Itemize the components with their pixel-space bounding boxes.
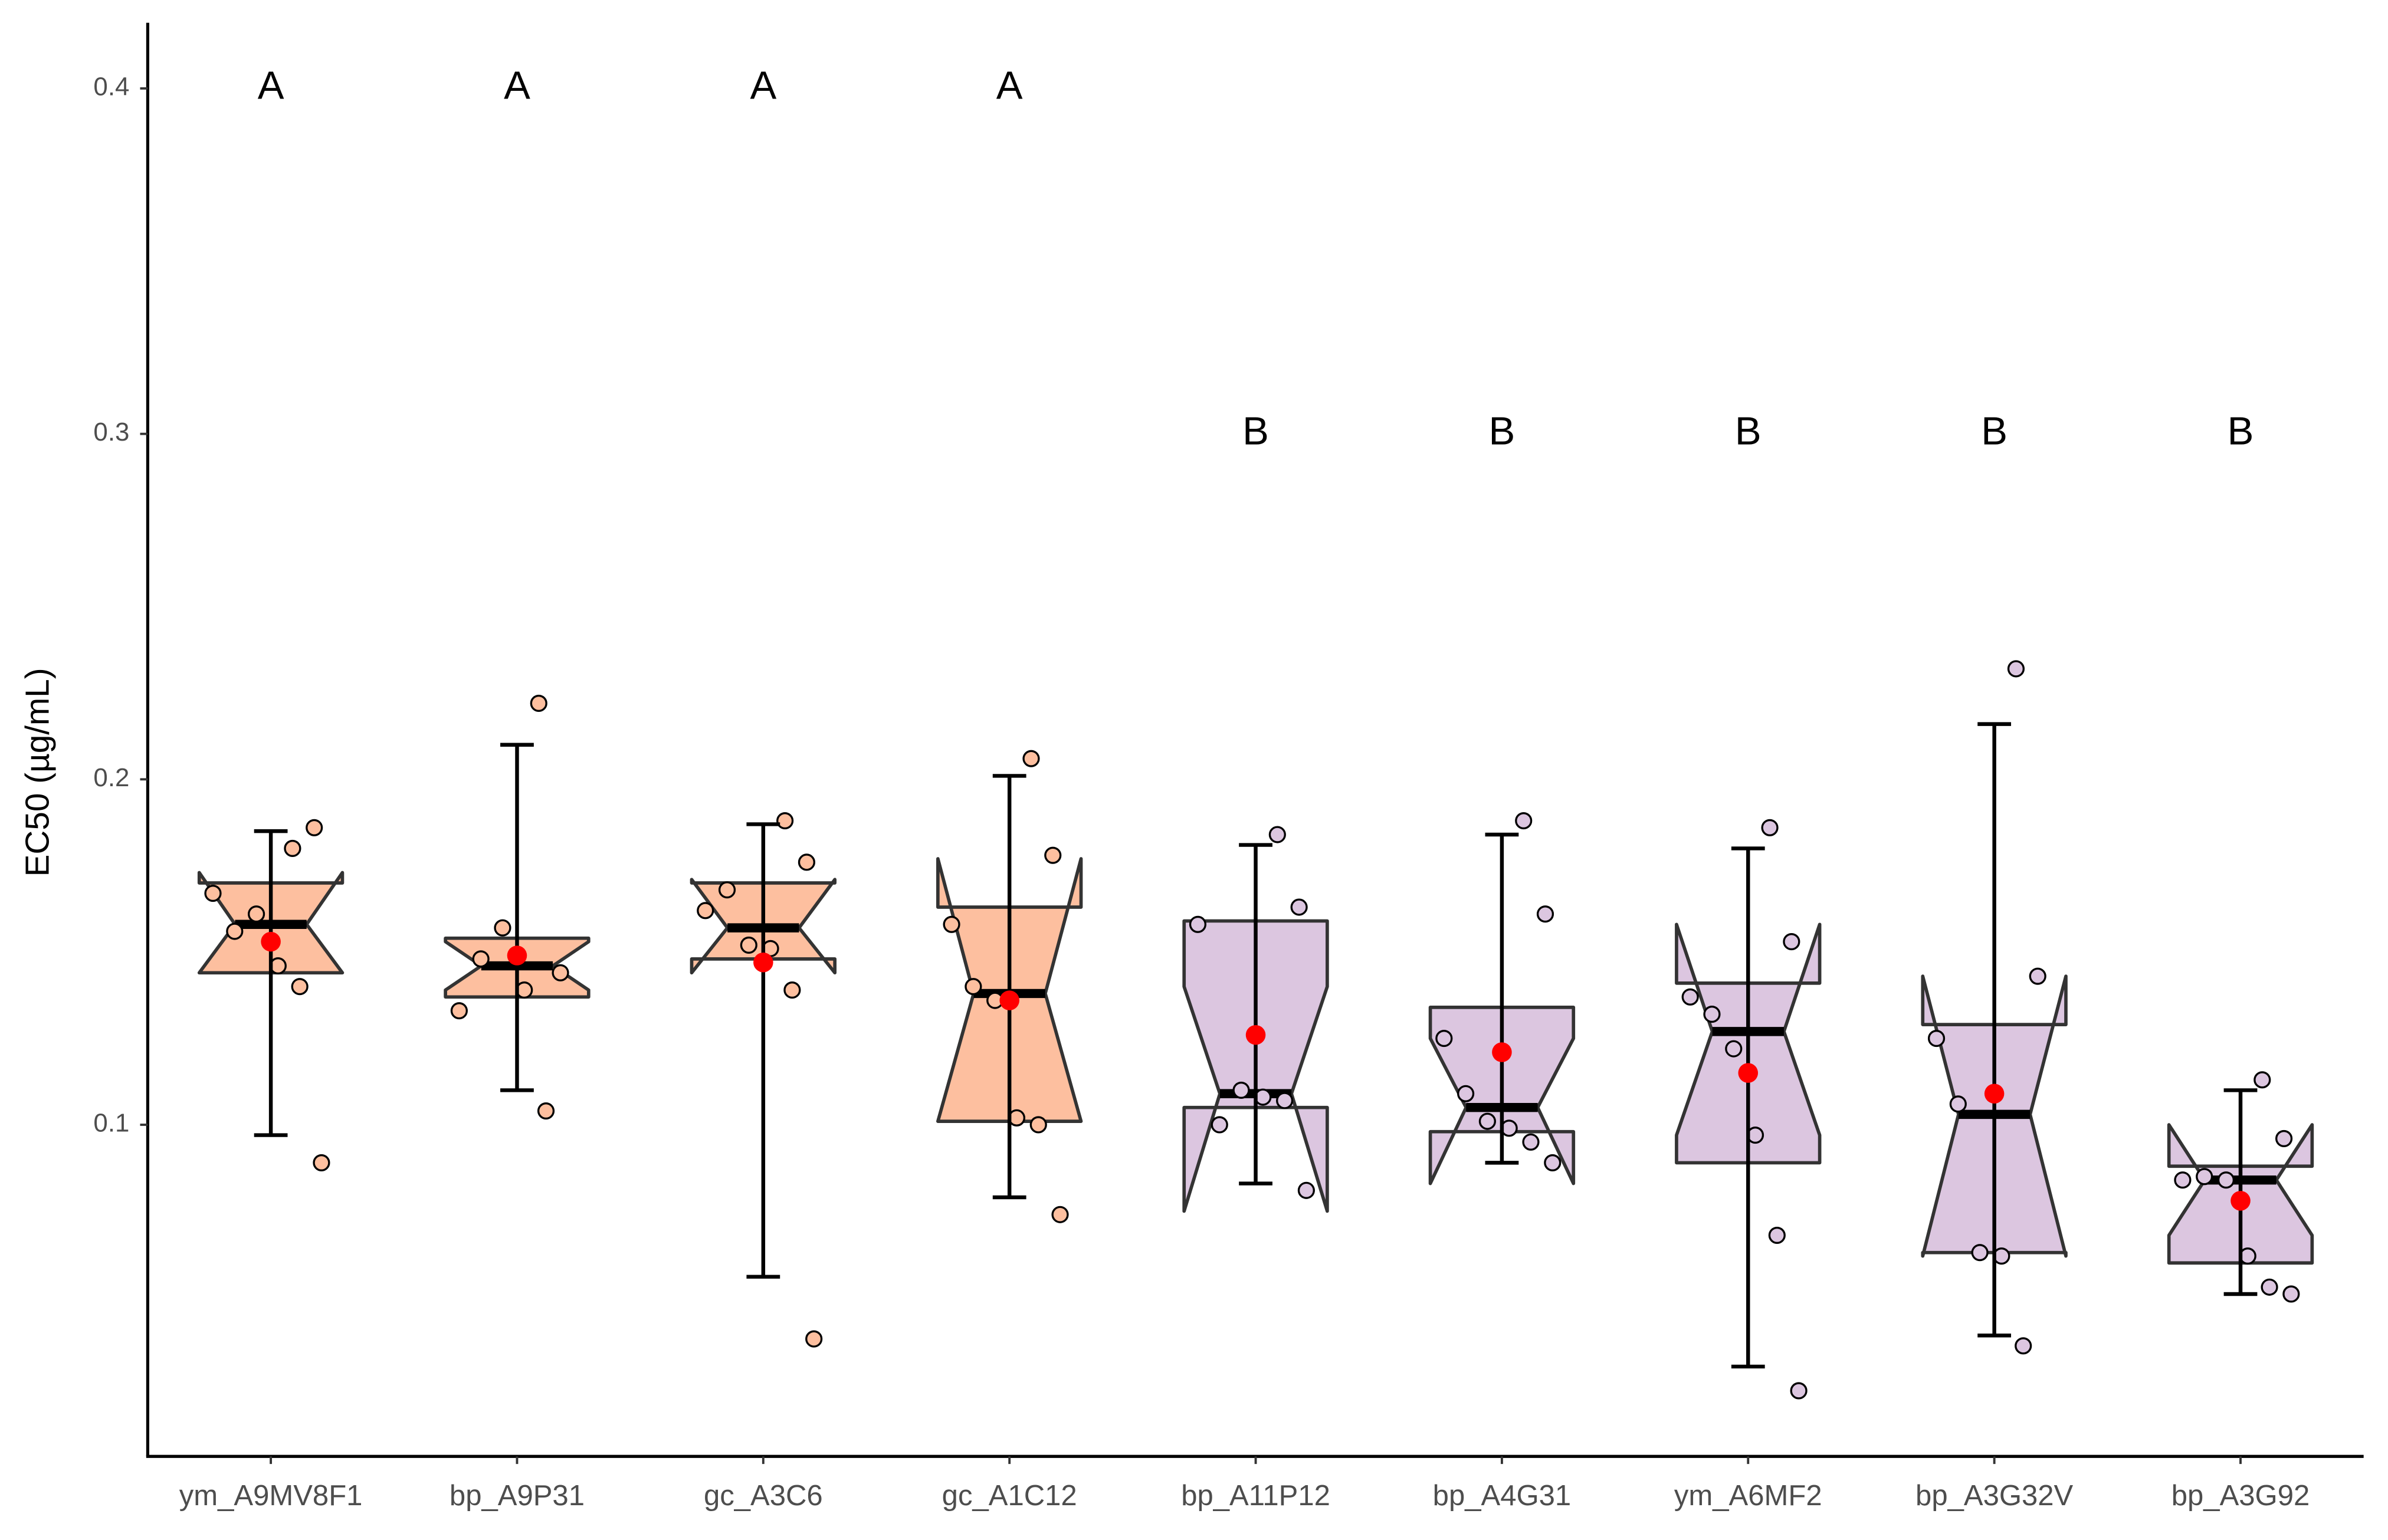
data-point [1297,1181,1315,1199]
group-letter: B [2228,409,2254,453]
mean-point [753,952,773,973]
data-point [2007,660,2025,678]
data-point [494,919,511,937]
mean-point [999,990,1019,1010]
data-point [1044,846,1062,864]
x-tick-label: gc_A1C12 [942,1480,1077,1512]
group-letter: A [750,64,776,108]
data-point [530,694,547,712]
group-letter: B [1242,409,1269,453]
mean-point [1984,1083,2005,1104]
data-point [2015,1337,2032,1355]
mean-point [2230,1191,2251,1211]
y-axis-label: EC50 (µg/mL) [19,668,57,876]
data-point [1544,1154,1562,1171]
data-point [2253,1071,2271,1089]
data-point [1971,1244,1989,1262]
data-point [284,839,301,858]
data-point [2282,1285,2300,1303]
data-point [1029,1116,1047,1134]
data-point [1949,1095,1967,1113]
data-point [943,915,960,933]
mean-point [507,945,527,966]
data-point [1478,1112,1496,1130]
data-point [1211,1116,1228,1134]
data-point [1681,988,1699,1006]
data-point [798,853,815,871]
x-tick-label: ym_A9MV8F1 [179,1480,363,1512]
data-point [1457,1085,1475,1102]
data-point [1725,1040,1743,1058]
data-point [472,950,490,968]
data-point [306,819,323,836]
data-point [1189,915,1207,933]
group-letter: B [1489,409,1516,453]
data-point [1522,1133,1540,1151]
x-tick-label: gc_A3C6 [704,1480,823,1512]
data-point [697,902,714,920]
mean-point [1245,1025,1266,1045]
y-tick-label: 0.3 [93,418,129,446]
data-point [2217,1171,2235,1189]
data-point [1703,1006,1721,1023]
y-tick-label: 0.1 [93,1109,129,1138]
data-point [1022,750,1040,767]
mean-point [261,931,281,952]
group-letter: A [996,64,1023,108]
data-point [965,978,982,996]
data-point [1536,905,1554,923]
data-point [537,1102,555,1120]
y-tick-label: 0.2 [93,763,129,792]
data-point [247,905,265,923]
data-point [226,922,244,940]
x-tick-label: ym_A6MF2 [1674,1480,1822,1512]
x-tick-label: bp_A11P12 [1181,1480,1330,1512]
data-point [740,936,757,954]
data-point [1276,1092,1294,1109]
data-point [1783,933,1800,951]
mean-point [1492,1042,1512,1062]
data-point [450,1002,468,1020]
data-point [805,1330,823,1348]
x-tick-label: bp_A9P31 [450,1480,585,1512]
group-letter: A [504,64,530,108]
data-point [204,885,222,902]
data-point [1927,1030,1946,1048]
x-tick-label: bp_A3G92 [2171,1480,2310,1512]
x-tick-label: bp_A3G32V [1915,1480,2074,1512]
data-point [1268,826,1286,843]
data-point [552,964,569,981]
data-point [1051,1206,1069,1223]
mean-point [1738,1063,1759,1083]
data-point [1768,1226,1786,1244]
data-point [1790,1382,1808,1400]
data-point [1290,898,1308,916]
data-point [718,881,736,899]
data-point [2029,967,2046,985]
data-point [313,1154,330,1171]
data-point [2196,1168,2213,1186]
data-point [2275,1129,2293,1147]
data-point [776,812,794,830]
data-point [783,981,801,999]
data-point [1761,819,1779,836]
data-point [2174,1171,2192,1189]
y-tick-label: 0.4 [93,73,129,101]
group-letter: B [1735,409,1762,453]
data-point [291,978,309,996]
data-point [1232,1081,1250,1099]
group-letter: A [258,64,284,108]
data-point [1435,1030,1453,1048]
data-point [2261,1278,2278,1296]
data-point [1515,812,1533,830]
x-tick-label: bp_A4G31 [1433,1480,1572,1512]
group-letter: B [1981,409,2008,453]
